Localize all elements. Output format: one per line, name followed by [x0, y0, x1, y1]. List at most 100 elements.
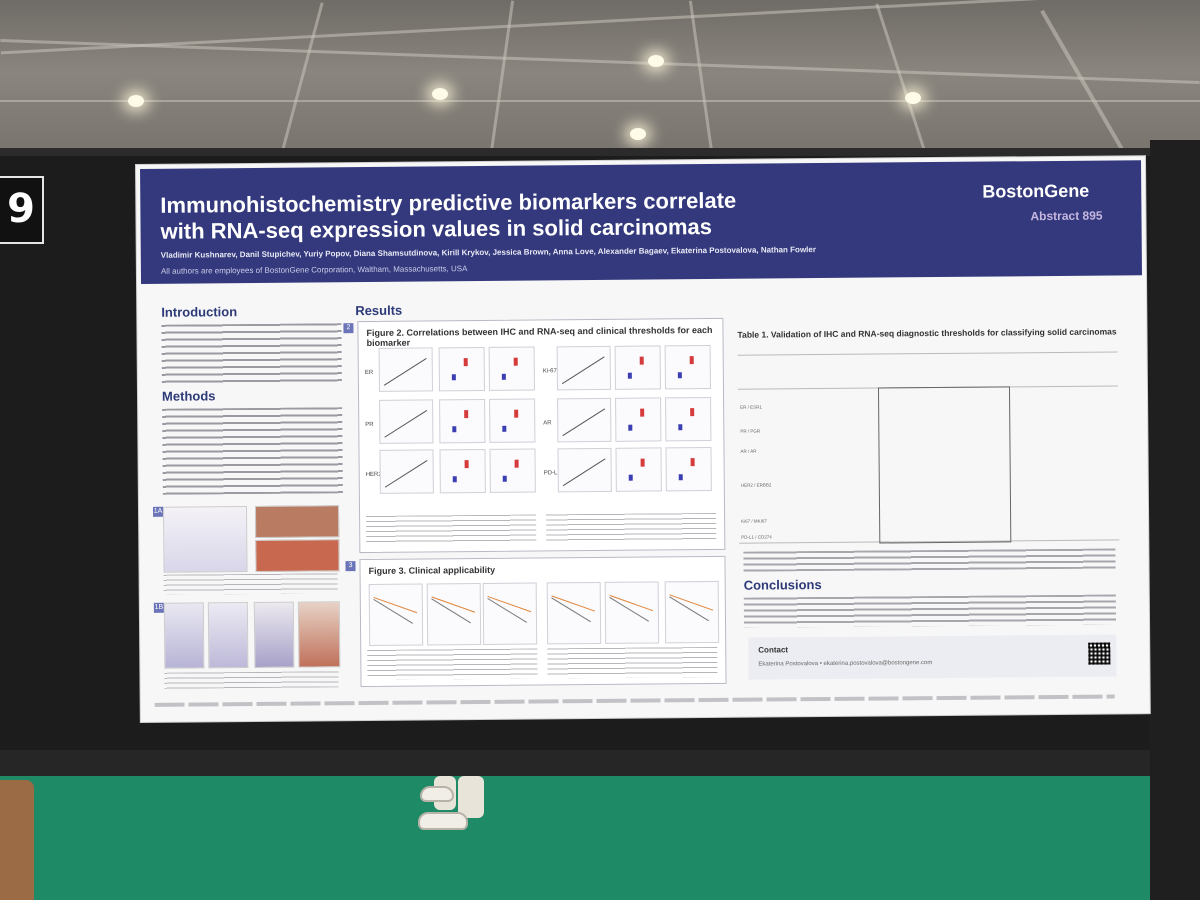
- box-plot: [439, 448, 486, 494]
- contact-box: Contact Ekaterina Postovalova • ekaterin…: [748, 634, 1117, 680]
- scatter-plot: [379, 399, 434, 444]
- hall-ceiling: [0, 0, 1200, 160]
- box-plot: [614, 345, 661, 390]
- row-label: PR: [365, 421, 374, 429]
- ihc-image: [207, 602, 249, 669]
- curve-orange: [431, 596, 476, 613]
- contact-text: Ekaterina Postovalova • ekaterina.postov…: [758, 660, 933, 668]
- figure-1a-caption: [163, 573, 338, 595]
- curve-orange: [551, 595, 596, 612]
- box-red: [464, 460, 469, 469]
- scatter-plot: [557, 447, 612, 493]
- curve-orange: [669, 594, 714, 611]
- box-blue: [677, 372, 682, 379]
- figure-badge: 2: [343, 323, 354, 334]
- box-red: [514, 459, 519, 468]
- survival-curve: [368, 583, 424, 646]
- ihc-image: [163, 602, 205, 669]
- box-plot: [665, 396, 712, 442]
- footnotes: [154, 694, 1115, 707]
- ihc-image: [162, 506, 248, 573]
- results-heading: Results: [355, 302, 403, 319]
- methods-text: [162, 407, 343, 495]
- figure-1b-caption: [164, 671, 339, 689]
- poster-header: Immunohistochemistry predictive biomarke…: [140, 160, 1143, 284]
- box-red: [640, 408, 645, 417]
- curve-gray: [669, 596, 710, 622]
- row-label: AR: [543, 420, 552, 427]
- title-line-2: with RNA-seq expression values in solid …: [160, 213, 713, 244]
- box-blue: [628, 474, 633, 481]
- survival-curve: [664, 580, 720, 644]
- figure-3-caption: [367, 648, 538, 680]
- box-plot: [615, 447, 662, 492]
- conclusions-heading: Conclusions: [743, 577, 822, 593]
- table-row-label: AR / AR: [740, 448, 757, 454]
- curve-gray: [551, 597, 592, 623]
- box-blue: [678, 474, 683, 481]
- curve-orange: [487, 595, 532, 613]
- abstract-number: Abstract 895: [1030, 208, 1103, 224]
- trend-line: [384, 409, 428, 438]
- box-blue: [501, 373, 506, 380]
- scatter-plot: [556, 345, 611, 391]
- box-plot: [489, 448, 536, 493]
- table-row-label: ER / ESR1: [740, 404, 762, 410]
- box-red: [639, 356, 644, 365]
- box-blue: [678, 424, 683, 431]
- box-red: [690, 458, 695, 467]
- introduction-text: [161, 323, 342, 385]
- box-blue: [628, 424, 633, 431]
- box-red: [513, 357, 518, 366]
- row-label: Ki-67: [542, 368, 557, 375]
- survival-curve: [482, 582, 538, 645]
- figure-3-caption: [547, 646, 718, 679]
- box-blue: [502, 475, 507, 482]
- curve-gray: [431, 598, 472, 624]
- ceiling-lamp: [630, 128, 646, 140]
- row-label: ER: [364, 369, 374, 377]
- brand-logo: BostonGene: [982, 180, 1090, 202]
- author-list: Vladimir Kushnarev, Danil Stupichev, Yur…: [160, 245, 816, 260]
- ihc-image: [255, 539, 340, 572]
- survival-curve: [426, 583, 482, 646]
- board-post: [1150, 140, 1200, 900]
- box-blue: [452, 426, 457, 433]
- box-red: [690, 408, 695, 417]
- ihc-image: [254, 505, 340, 538]
- box-plot: [439, 398, 486, 444]
- ihc-image: [253, 601, 295, 668]
- contact-heading: Contact: [758, 645, 789, 655]
- survival-curve: [604, 581, 660, 644]
- board-rail: [0, 750, 1180, 776]
- curve-gray: [373, 598, 414, 624]
- figure-badge: 1A: [152, 506, 164, 517]
- figure-2-panel: Figure 2. Correlations between IHC and R…: [357, 317, 726, 554]
- box-red: [514, 409, 519, 418]
- scatter-plot: [378, 347, 433, 392]
- methods-heading: Methods: [161, 388, 216, 404]
- figure-3-title: Figure 3. Clinical applicability: [368, 564, 496, 576]
- curve-gray: [487, 597, 528, 623]
- conclusions-text: [743, 594, 1117, 628]
- figure-badge: 1B: [153, 602, 164, 613]
- ceiling-lamp: [905, 92, 921, 104]
- table-row-label: HER2 / ERBB2: [740, 482, 772, 488]
- qr-code: [1088, 642, 1111, 665]
- trend-line: [384, 459, 428, 488]
- ceiling-lamp: [128, 95, 144, 107]
- box-red: [464, 410, 469, 419]
- figure-2-caption: [546, 512, 717, 543]
- box-red: [640, 458, 645, 467]
- box-blue: [627, 372, 632, 379]
- curve-gray: [609, 596, 650, 622]
- table-highlight-box: [877, 386, 1012, 544]
- introduction-heading: Introduction: [161, 304, 238, 320]
- ceiling-lamp: [648, 55, 664, 67]
- table-row-label: Ki67 / MKI67: [741, 518, 767, 524]
- figure-badge: 3: [345, 561, 356, 572]
- box-blue: [451, 374, 456, 381]
- table-summary-text: [743, 548, 1116, 572]
- poster-title: Immunohistochemistry predictive biomarke…: [160, 187, 800, 245]
- box-red: [463, 358, 468, 367]
